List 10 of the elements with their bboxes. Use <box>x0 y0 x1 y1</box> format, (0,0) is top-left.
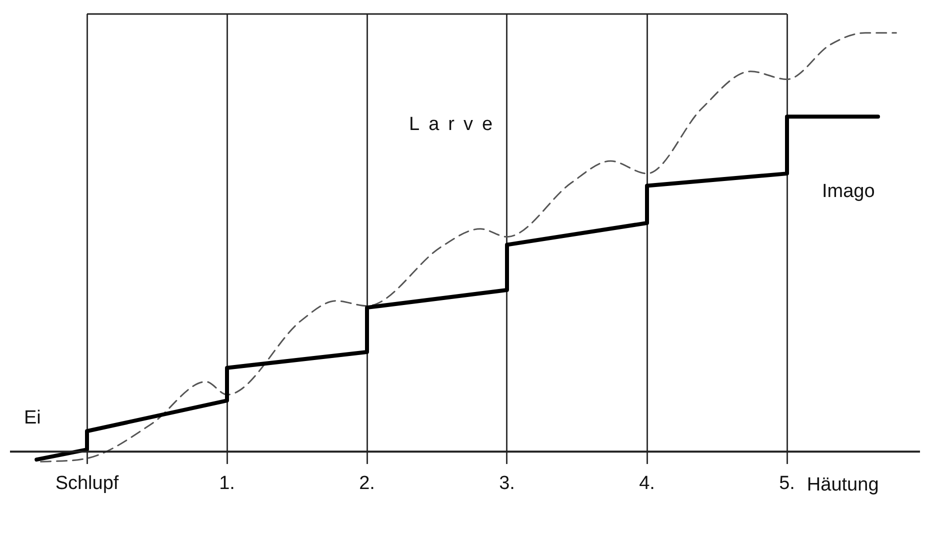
x-tick-label: 4. <box>639 472 655 494</box>
x-tick-label: 2. <box>359 472 375 494</box>
x-axis-title: Häutung <box>806 474 879 496</box>
annotation: Larve <box>409 114 502 136</box>
x-tick-label: Schlupf <box>55 472 120 494</box>
x-tick-label: 1. <box>219 472 235 494</box>
annotation: Imago <box>822 181 875 202</box>
x-tick-label: 5. <box>779 472 795 494</box>
x-tick-label: 3. <box>499 472 515 494</box>
annotation: Ei <box>24 407 41 428</box>
